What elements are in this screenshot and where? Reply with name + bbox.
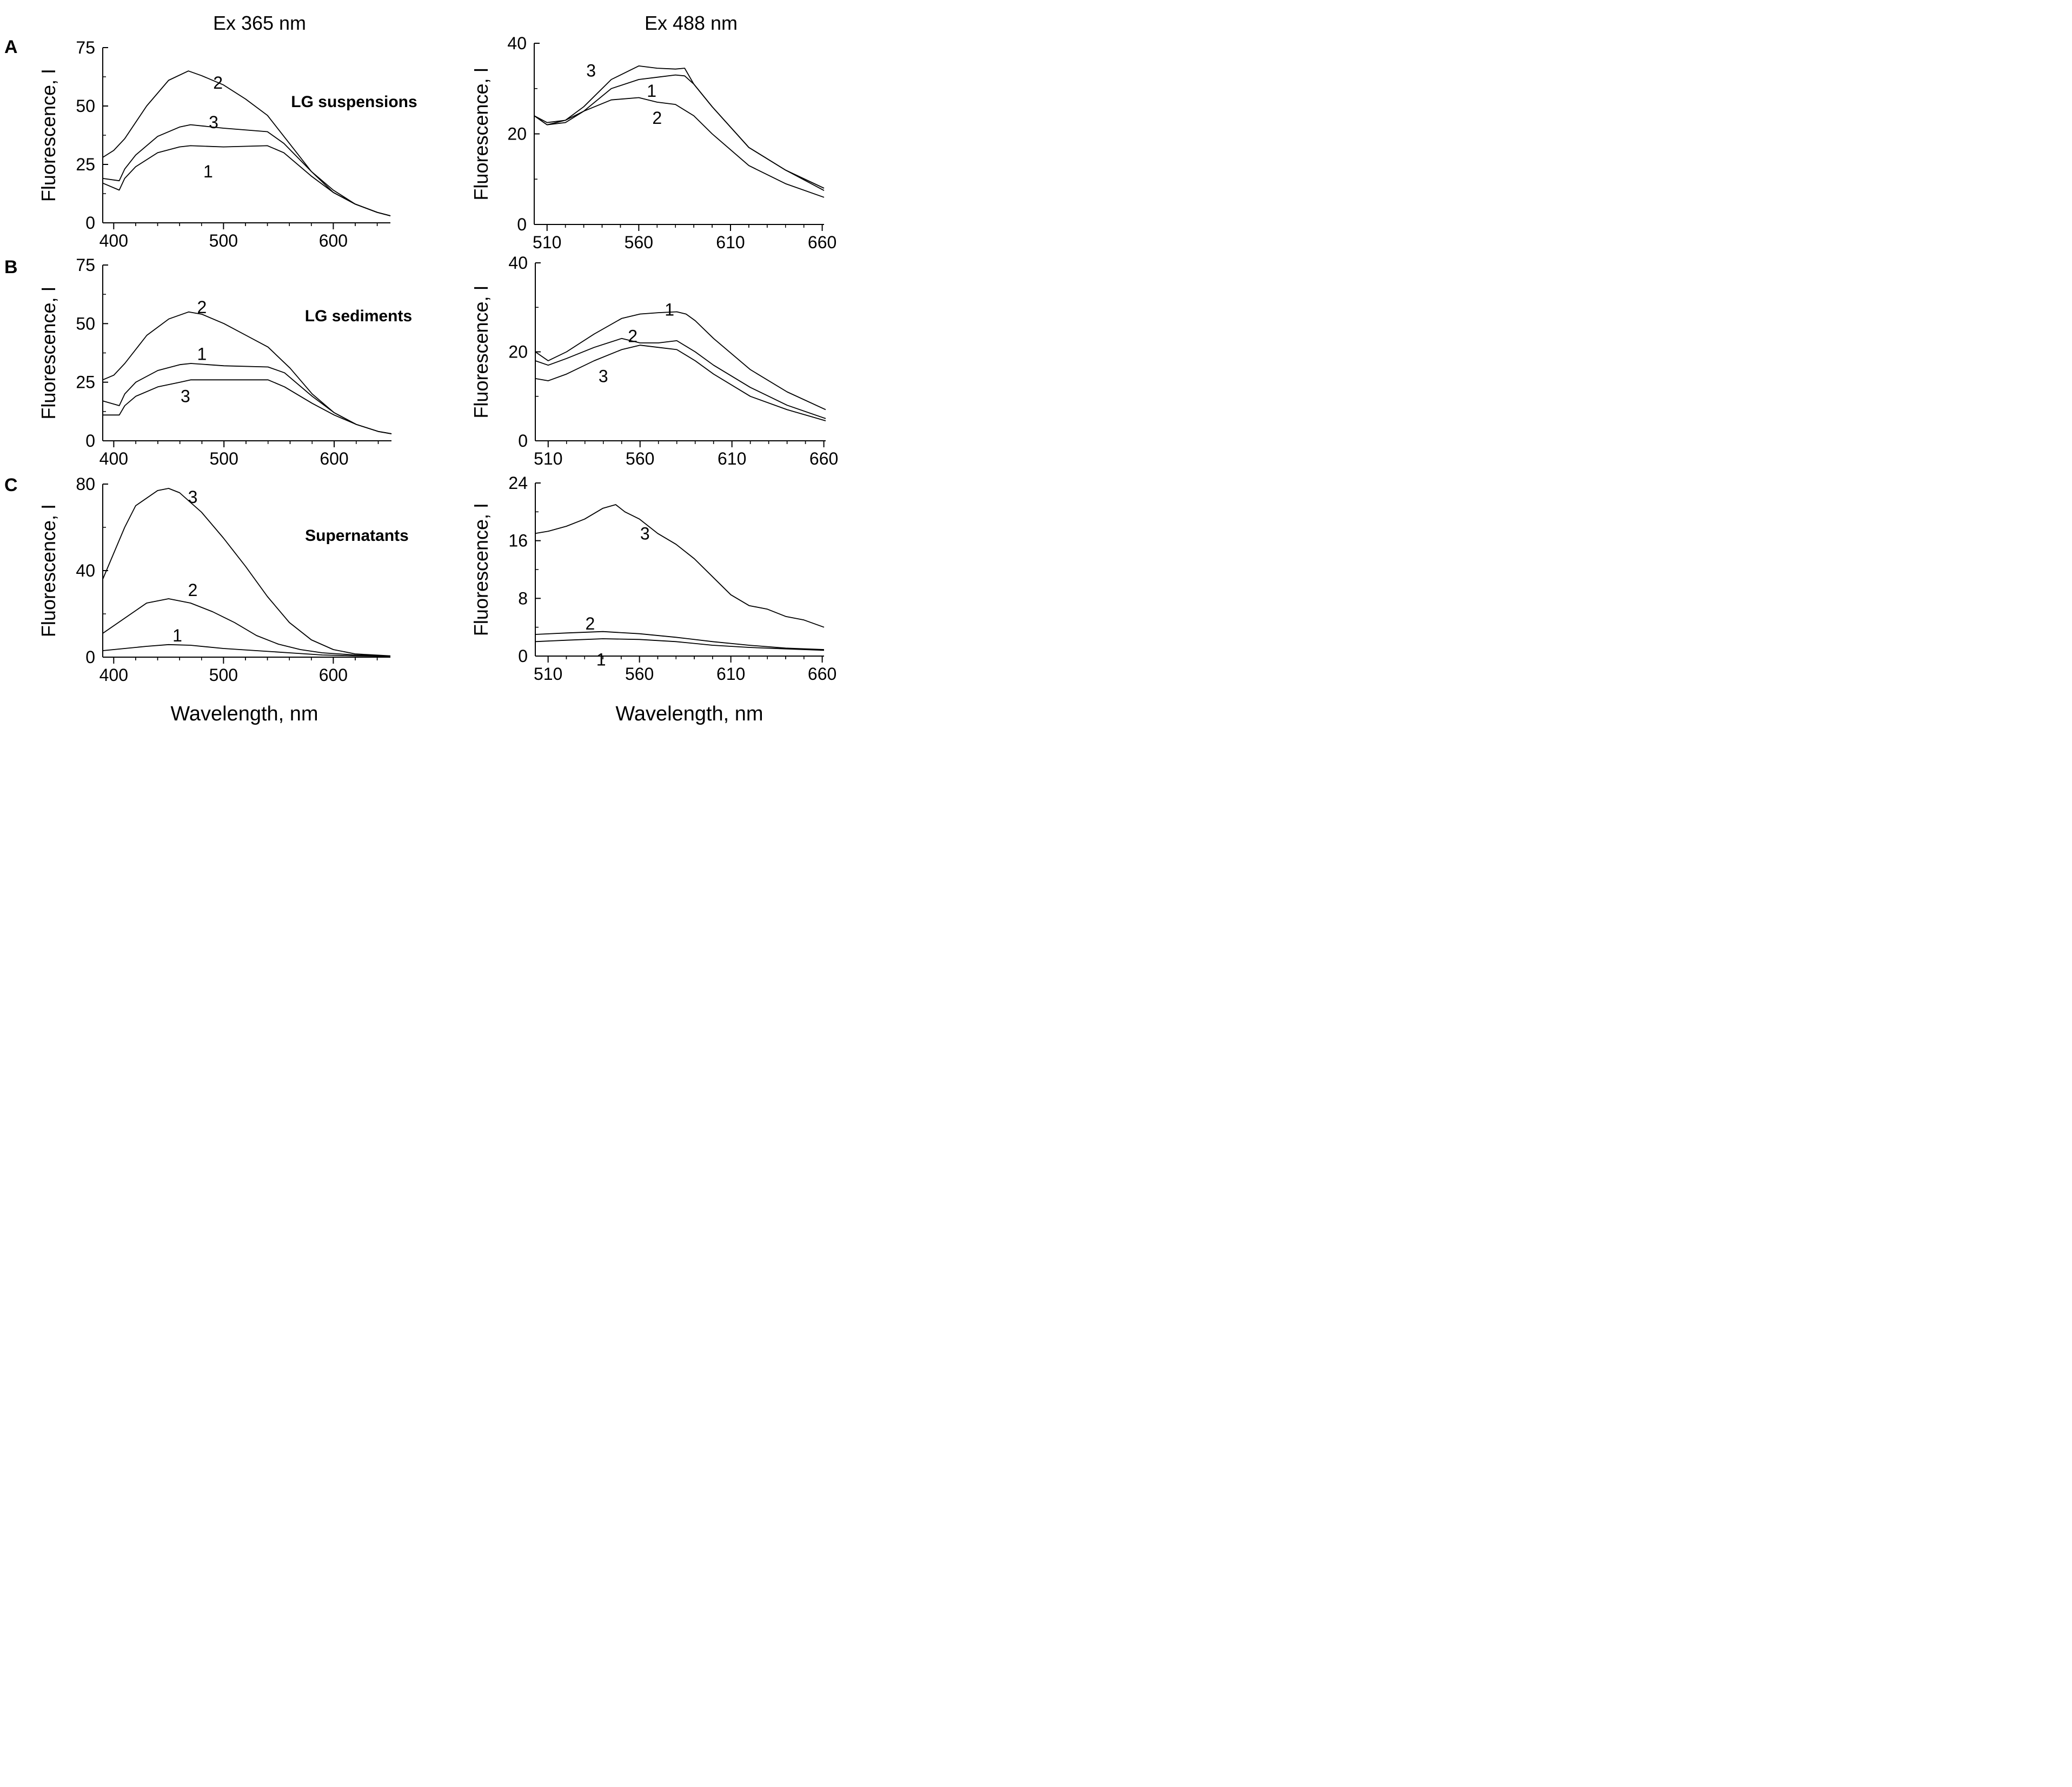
x-tick-label: 400 bbox=[99, 449, 128, 468]
series-label-3: 3 bbox=[586, 61, 596, 80]
y-tick-label: 40 bbox=[508, 253, 528, 273]
x-tick-label: 600 bbox=[319, 665, 348, 685]
x-tick-label: 560 bbox=[626, 449, 654, 468]
series-label-1: 1 bbox=[665, 300, 674, 319]
sample-label-lg-suspensions: LG suspensions bbox=[291, 93, 417, 111]
x-tick-label: 600 bbox=[320, 449, 348, 468]
row-label-b: B bbox=[4, 257, 18, 277]
y-tick-label: 16 bbox=[508, 531, 528, 551]
series-line-3 bbox=[534, 65, 825, 191]
y-tick-label: 75 bbox=[76, 255, 95, 275]
series-label-1: 1 bbox=[596, 650, 606, 670]
y-tick-label: 75 bbox=[76, 38, 95, 57]
series-line-1 bbox=[102, 644, 391, 657]
x-tick-label: 610 bbox=[716, 664, 745, 684]
y-tick-label: 24 bbox=[508, 473, 528, 493]
series-label-1: 1 bbox=[647, 81, 656, 101]
y-tick-label: 25 bbox=[76, 373, 95, 392]
series-line-2 bbox=[535, 337, 826, 419]
y-tick-label: 20 bbox=[507, 124, 527, 144]
y-tick-label: 0 bbox=[85, 647, 95, 667]
x-tick-label: 560 bbox=[625, 233, 653, 252]
sample-label-lg-sediments: LG sediments bbox=[305, 307, 412, 325]
chart-c-ex488: 0 8 16 24 510 560 610 660 Fluorescence, I 3 21 bbox=[470, 473, 836, 684]
series-label-3: 3 bbox=[181, 387, 190, 406]
series-line-3 bbox=[535, 345, 826, 421]
x-tick-label: 400 bbox=[99, 231, 128, 250]
series-line-2 bbox=[535, 631, 825, 650]
x-tick-label: 500 bbox=[210, 449, 238, 468]
series-line-2 bbox=[102, 311, 392, 434]
series-label-2: 2 bbox=[197, 297, 207, 317]
series-line-2 bbox=[102, 70, 391, 216]
chart-a-ex365: 0 25 50 75 400 500 600 Fluorescence, I 2 3 1 bbox=[37, 38, 391, 250]
x-tick-label: 610 bbox=[716, 233, 745, 252]
y-tick-label: 80 bbox=[76, 474, 95, 494]
chart-b-ex365: 0 25 50 75 400 500 600 Fluorescence, I 2 1 3 bbox=[37, 255, 392, 468]
chart-c-ex365: 0 40 80 400 500 600 Fluorescence, I 3 2 1 bbox=[37, 474, 391, 685]
y-axis-title: Fluorescence, I bbox=[37, 504, 59, 637]
x-tick-label: 660 bbox=[809, 449, 838, 468]
column-title-ex365: Ex 365 nm bbox=[213, 12, 306, 34]
series-label-1: 1 bbox=[203, 162, 213, 181]
x-tick-label: 510 bbox=[534, 449, 562, 468]
chart-b-ex488: 0 20 40 510 560 610 660 Fluorescence, I 1 2 3 bbox=[470, 253, 838, 468]
y-tick-label: 50 bbox=[76, 96, 95, 116]
chart-a-ex488: 0 20 40 510 560 610 660 Fluorescence, I 3 1 2 bbox=[470, 34, 836, 252]
series-line-3 bbox=[102, 488, 391, 657]
x-tick-label: 660 bbox=[808, 664, 836, 684]
series-line-3 bbox=[535, 504, 825, 628]
y-tick-label: 0 bbox=[85, 213, 95, 233]
y-tick-label: 0 bbox=[518, 646, 528, 666]
series-line-2 bbox=[102, 598, 391, 657]
row-label-c: C bbox=[4, 475, 18, 495]
series-label-2: 2 bbox=[585, 614, 595, 633]
y-tick-label: 0 bbox=[85, 431, 95, 451]
y-tick-label: 50 bbox=[76, 314, 95, 333]
series-label-3: 3 bbox=[640, 524, 650, 543]
x-axis-title-left: Wavelength, nm bbox=[170, 703, 318, 725]
series-line-3 bbox=[102, 124, 391, 216]
series-label-2: 2 bbox=[628, 327, 637, 346]
y-axis-title: Fluorescence, I bbox=[37, 69, 59, 202]
sample-label-supernatants: Supernatants bbox=[305, 527, 409, 545]
x-tick-label: 500 bbox=[209, 665, 238, 685]
series-label-2: 2 bbox=[213, 73, 223, 92]
y-tick-label: 25 bbox=[76, 155, 95, 174]
x-tick-label: 510 bbox=[533, 233, 561, 252]
figure-background bbox=[0, 0, 848, 731]
y-axis-title: Fluorescence, I bbox=[470, 285, 492, 418]
x-tick-label: 400 bbox=[99, 665, 128, 685]
series-line-1 bbox=[535, 311, 826, 411]
column-title-ex488: Ex 488 nm bbox=[645, 12, 738, 34]
series-label-1: 1 bbox=[172, 626, 182, 645]
y-tick-label: 0 bbox=[517, 215, 527, 234]
figure: Ex 365 nm Ex 488 nm A B C LG suspensions… bbox=[0, 0, 848, 731]
series-label-3: 3 bbox=[188, 487, 198, 507]
series-line-3 bbox=[103, 379, 392, 434]
y-axis-title: Fluorescence, I bbox=[470, 503, 492, 636]
x-tick-label: 600 bbox=[319, 231, 348, 250]
y-axis-title: Fluorescence, I bbox=[470, 67, 492, 200]
series-label-3: 3 bbox=[599, 367, 608, 386]
x-tick-label: 660 bbox=[808, 233, 836, 252]
series-label-3: 3 bbox=[209, 112, 218, 132]
y-tick-label: 40 bbox=[76, 561, 95, 580]
series-label-2: 2 bbox=[652, 108, 662, 128]
x-tick-label: 610 bbox=[718, 449, 746, 468]
series-label-2: 2 bbox=[188, 580, 198, 600]
y-tick-label: 0 bbox=[518, 431, 528, 451]
x-axis-title-right: Wavelength, nm bbox=[615, 703, 763, 725]
y-tick-label: 40 bbox=[507, 34, 527, 53]
x-tick-label: 560 bbox=[625, 664, 654, 684]
y-tick-label: 20 bbox=[508, 342, 528, 362]
series-line-1 bbox=[535, 638, 825, 651]
series-label-1: 1 bbox=[197, 345, 207, 364]
x-tick-label: 500 bbox=[209, 231, 238, 250]
y-axis-title: Fluorescence, I bbox=[37, 286, 59, 419]
x-tick-label: 510 bbox=[534, 664, 562, 684]
y-tick-label: 8 bbox=[518, 588, 528, 608]
row-label-a: A bbox=[4, 37, 18, 57]
